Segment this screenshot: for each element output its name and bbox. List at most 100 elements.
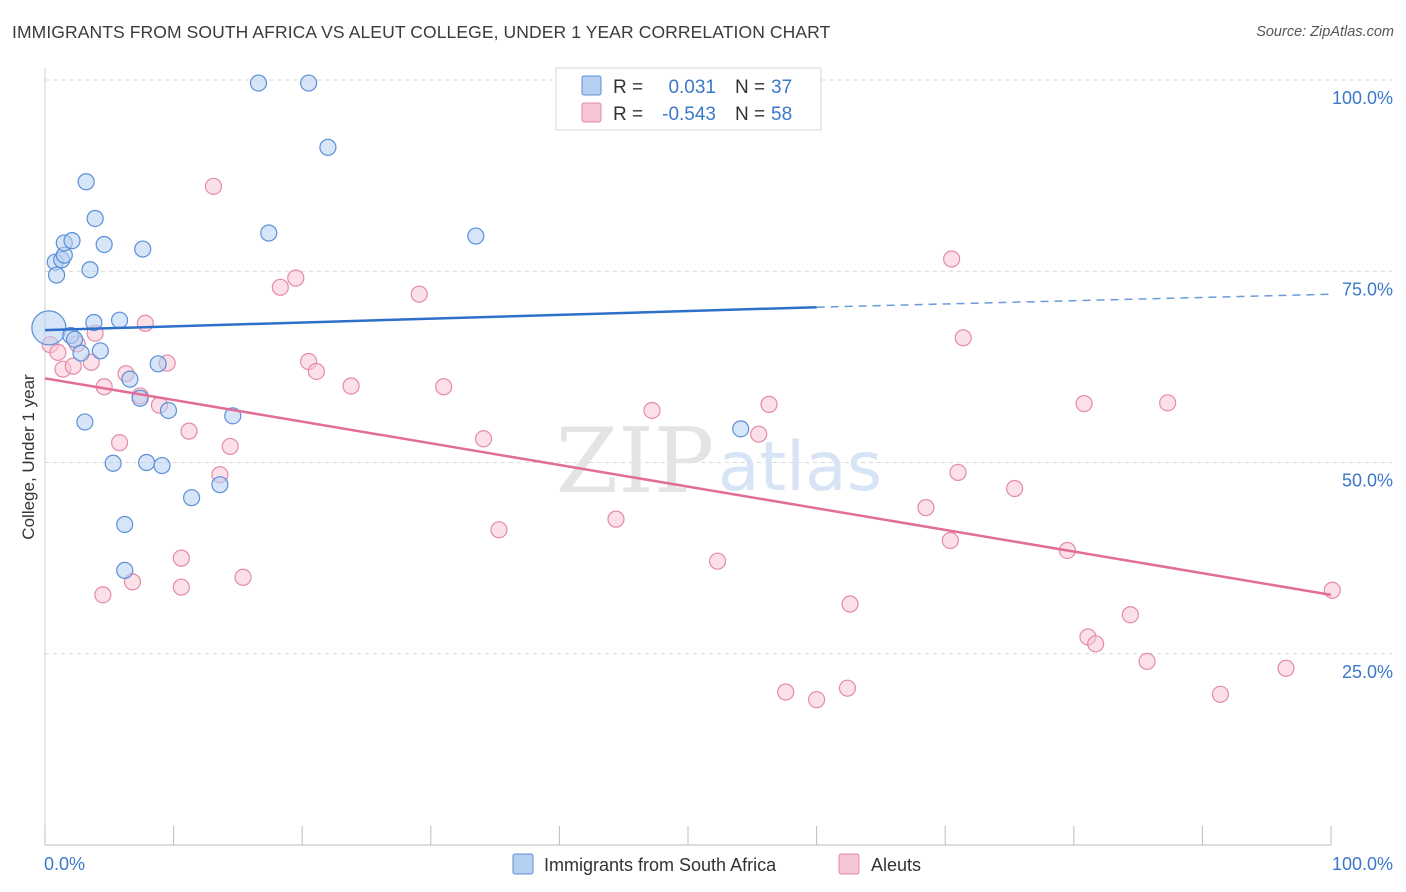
aleuts-point-44 [949,463,967,482]
aleuts-point-22 [234,568,252,586]
south-africa-point-15 [91,342,109,360]
south-africa-point-13 [85,313,103,332]
legend-swatch-pink [581,102,602,123]
south-africa-point-25 [149,355,167,373]
aleuts-point-43 [943,250,961,268]
aleuts-point-8 [94,586,112,604]
aleuts-point-45 [954,329,972,347]
chart-title: IMMIGRANTS FROM SOUTH AFRICA VS ALEUT CO… [12,22,831,42]
south-africa-point-0 [31,310,67,346]
south-africa-point-24 [137,453,156,472]
source-label: Source: ZipAtlas.com [1256,24,1394,40]
south-africa-point-20 [116,561,134,579]
aleuts-point-35 [750,425,768,443]
south-africa-trend-extension [816,293,1332,308]
aleuts-point-28 [410,285,428,303]
aleuts-point-52 [1138,652,1156,671]
legend-swatch-blue [581,75,602,96]
south-africa-point-29 [211,476,229,494]
aleuts-trend-line [44,377,1332,597]
aleuts-point-31 [490,521,508,539]
aleuts-point-36 [760,395,778,413]
aleuts-point-33 [643,401,661,420]
south-africa-point-35 [467,227,485,245]
aleuts-point-16 [172,549,190,567]
aleuts-point-17 [172,578,190,596]
south-africa-point-9 [72,344,90,362]
aleuts-point-24 [287,269,305,287]
y-tick-label-50: 50.0% [1342,471,1393,491]
legend-r-label-1: R = [613,77,643,98]
aleuts-point-37 [777,683,795,701]
aleuts-point-19 [204,177,223,195]
aleuts-point-53 [1159,394,1177,412]
x-tick-label-max: 100.0% [1332,854,1393,874]
y-axis-label: College, Under 1 year [19,374,38,540]
south-africa-point-33 [300,74,318,92]
south-africa-point-10 [76,413,94,431]
bottom-legend-label-blue: Immigrants from South Africa [544,855,777,875]
south-africa-point-31 [249,74,268,92]
south-africa-point-28 [183,489,201,507]
aleuts-point-48 [1075,394,1093,413]
south-africa-point-27 [159,401,178,420]
aleuts-point-9 [110,434,129,452]
y-tick-label-75: 75.0% [1342,279,1393,299]
aleuts-point-39 [838,679,857,697]
aleuts-point-13 [136,314,154,332]
bottom-legend-label-pink: Aleuts [871,855,921,875]
south-africa-point-26 [153,456,171,475]
aleuts-point-34 [708,552,727,570]
y-tick-labels: 25.0% 50.0% 75.0% 100.0% [1332,88,1393,682]
south-africa-trend-line [44,305,817,332]
south-africa-point-6 [63,232,81,250]
aleuts-point-56 [1323,581,1341,599]
x-tick-labels: 0.0% 100.0% [44,854,1393,874]
trend-lines [44,293,1332,597]
south-africa-points [31,74,750,579]
south-africa-point-11 [77,173,95,191]
aleuts-point-30 [474,430,493,448]
watermark-zip: ZIP [556,409,715,514]
south-africa-point-18 [110,311,129,329]
legend-n-label-2: N = [735,104,765,125]
south-africa-point-12 [81,261,99,279]
aleuts-point-32 [607,510,625,528]
x-tick-label-min: 0.0% [44,854,85,874]
aleuts-point-21 [221,437,239,456]
bottom-legend: Immigrants from South Africa Aleuts [512,853,921,875]
aleuts-point-3 [64,357,82,375]
aleuts-point-27 [342,377,360,395]
aleuts-point-41 [917,499,935,517]
south-africa-point-19 [116,515,134,534]
axes [44,68,1332,846]
aleuts-point-54 [1211,685,1230,703]
legend-n-label-1: N = [735,77,765,98]
watermark-atlas: atlas [718,428,882,507]
aleuts-point-38 [807,691,826,709]
south-africa-point-8 [65,330,84,348]
legend-n-value-1: 37 [771,77,792,98]
south-africa-point-23 [134,240,152,258]
y-tick-label-25: 25.0% [1342,662,1393,682]
south-africa-point-16 [95,235,113,254]
aleuts-point-26 [307,362,325,381]
aleuts-point-42 [941,531,959,550]
legend-r-value-2: -0.543 [662,104,716,125]
south-africa-point-21 [121,370,139,388]
legend-r-value-1: 0.031 [668,77,716,98]
south-africa-point-34 [319,138,337,156]
south-africa-point-36 [732,420,750,438]
bottom-legend-swatch-pink [838,853,860,875]
aleuts-point-51 [1121,606,1139,624]
y-tick-label-100: 100.0% [1332,88,1393,108]
south-africa-point-14 [86,209,104,228]
legend-n-value-2: 58 [771,104,792,125]
aleuts-point-1 [49,343,67,361]
aleuts-point-55 [1277,659,1295,677]
south-africa-point-2 [47,266,66,284]
aleuts-point-29 [435,378,453,396]
aleuts-point-23 [271,278,289,296]
legend-r-label-2: R = [613,104,643,125]
